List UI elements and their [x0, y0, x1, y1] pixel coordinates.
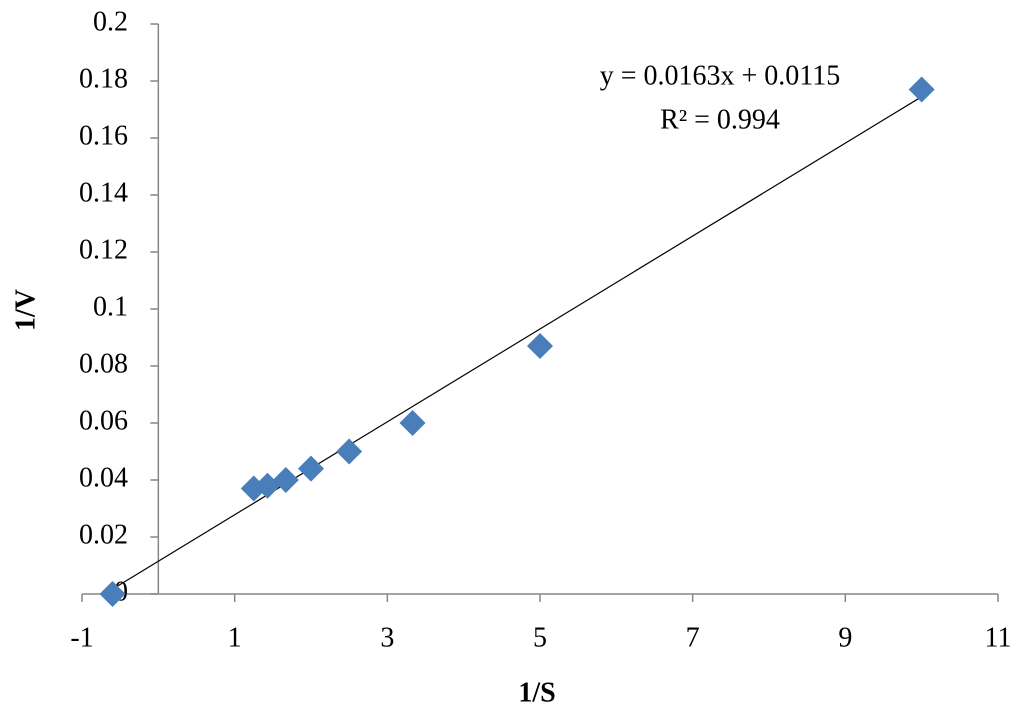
point: [272, 467, 299, 493]
y-tick-label: 0.16: [79, 120, 128, 151]
trendline-r2: R² = 0.994: [660, 104, 780, 135]
point: [527, 333, 553, 360]
y-tick-label: 0.1: [93, 291, 128, 322]
point: [399, 410, 426, 436]
point: [298, 455, 324, 482]
y-tick-label: 0.18: [79, 63, 128, 94]
y-tick-label: 0.12: [79, 234, 128, 265]
point: [99, 581, 126, 607]
y-tick-label: 0.02: [79, 519, 128, 550]
y-axis-title: 1/V: [10, 289, 41, 331]
y-tick-label: 0.2: [93, 6, 128, 37]
y-tick-label: 0.08: [79, 348, 128, 379]
x-tick-label: 1: [228, 622, 242, 653]
x-tick-label: 7: [686, 622, 700, 653]
point: [336, 438, 363, 465]
x-tick-label: 3: [380, 622, 394, 653]
y-tick-label: 0.14: [79, 177, 128, 208]
y-tick-label: 0.06: [79, 405, 128, 436]
x-tick-label: 11: [985, 622, 1012, 653]
x-tick-label: 9: [838, 622, 852, 653]
x-tick-label: -1: [70, 622, 93, 653]
y-tick-label: 0.04: [79, 462, 128, 493]
x-tick-label: 5: [533, 622, 547, 653]
trendline: [112, 96, 922, 590]
trendline-equation: y = 0.0163x + 0.0115: [600, 60, 841, 91]
point: [908, 76, 935, 103]
x-axis-title: 1/S: [518, 677, 555, 708]
